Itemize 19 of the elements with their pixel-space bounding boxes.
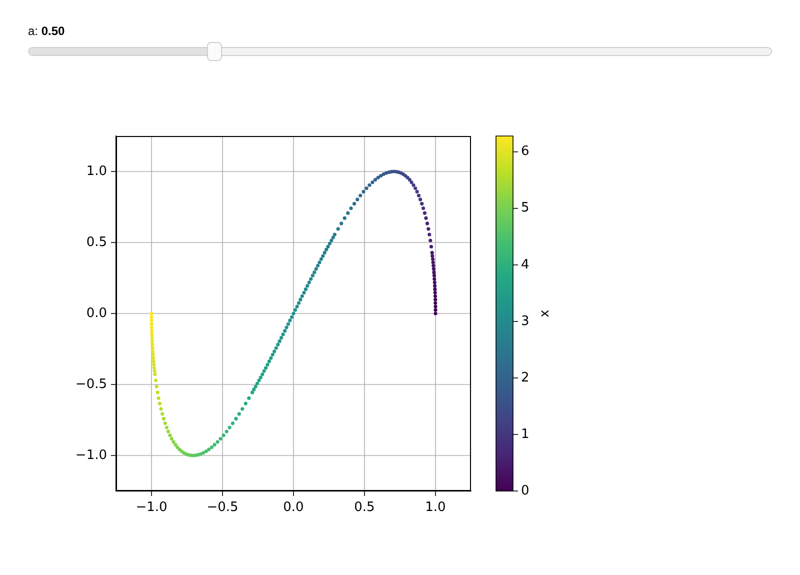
y-tick-label: 0.0 xyxy=(86,306,107,321)
x-tick-label: −0.5 xyxy=(206,500,238,516)
color-bar-label: 4 xyxy=(521,257,530,272)
color-bar-label: 6 xyxy=(521,144,530,160)
x-tick-label: 0.5 xyxy=(354,500,375,516)
color-bar-label: 1 xyxy=(521,426,530,442)
color-bar-title: x xyxy=(538,309,553,318)
color-bar-label: 0 xyxy=(521,483,530,498)
y-tick-label: 1.0 xyxy=(86,164,107,179)
color-bar-label: 5 xyxy=(521,200,530,216)
y-tick-label: 0.5 xyxy=(86,234,107,250)
y-tick-label: −0.5 xyxy=(75,376,107,392)
color-bar-label: 2 xyxy=(521,370,530,386)
x-tick-label: −1.0 xyxy=(136,500,168,516)
y-tick-label: −1.0 xyxy=(75,448,107,463)
x-tick-label: 0.0 xyxy=(283,500,304,516)
color-bar-label: 3 xyxy=(521,314,530,329)
x-tick-label: 1.0 xyxy=(425,500,446,516)
text: a: 0.50 xyxy=(28,24,65,38)
